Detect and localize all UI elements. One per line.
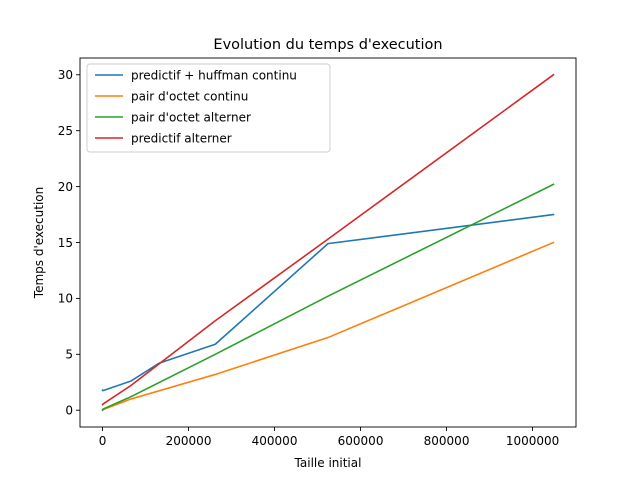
legend-label-1: pair d'octet continu (131, 89, 248, 103)
series-line-3 (101, 73, 555, 406)
x-axis-label: Taille initial (294, 456, 362, 470)
y-tick-label: 20 (58, 180, 73, 194)
chart-title: Evolution du temps d'execution (213, 37, 442, 53)
x-axis-ticks: 0 200000 400000 600000 800000 1000000 (99, 427, 559, 448)
x-tick-label: 0 (99, 434, 107, 448)
legend: predictif + huffman continu pair d'octet … (86, 63, 331, 153)
legend-box (86, 63, 331, 153)
x-tick-label: 200000 (166, 434, 212, 448)
x-tick-label: 400000 (252, 434, 298, 448)
y-tick-label: 15 (58, 236, 73, 250)
y-tick-label: 10 (58, 292, 73, 306)
x-tick-label: 600000 (338, 434, 384, 448)
legend-label-3: predictif alterner (131, 131, 232, 145)
y-tick-label: 5 (65, 348, 73, 362)
y-tick-label: 0 (65, 404, 73, 418)
legend-label-2: pair d'octet alterner (131, 110, 251, 124)
y-tick-label: 25 (58, 124, 73, 138)
x-tick-label: 800000 (424, 434, 470, 448)
legend-label-0: predictif + huffman continu (131, 68, 297, 82)
x-tick-label: 1000000 (506, 434, 559, 448)
y-tick-label: 30 (58, 68, 73, 82)
y-axis-ticks: 0 5 10 15 20 25 30 (58, 68, 80, 418)
series-line-2 (101, 183, 555, 412)
y-axis-label: Temps d'execution (32, 187, 46, 299)
series-layer (101, 73, 555, 412)
